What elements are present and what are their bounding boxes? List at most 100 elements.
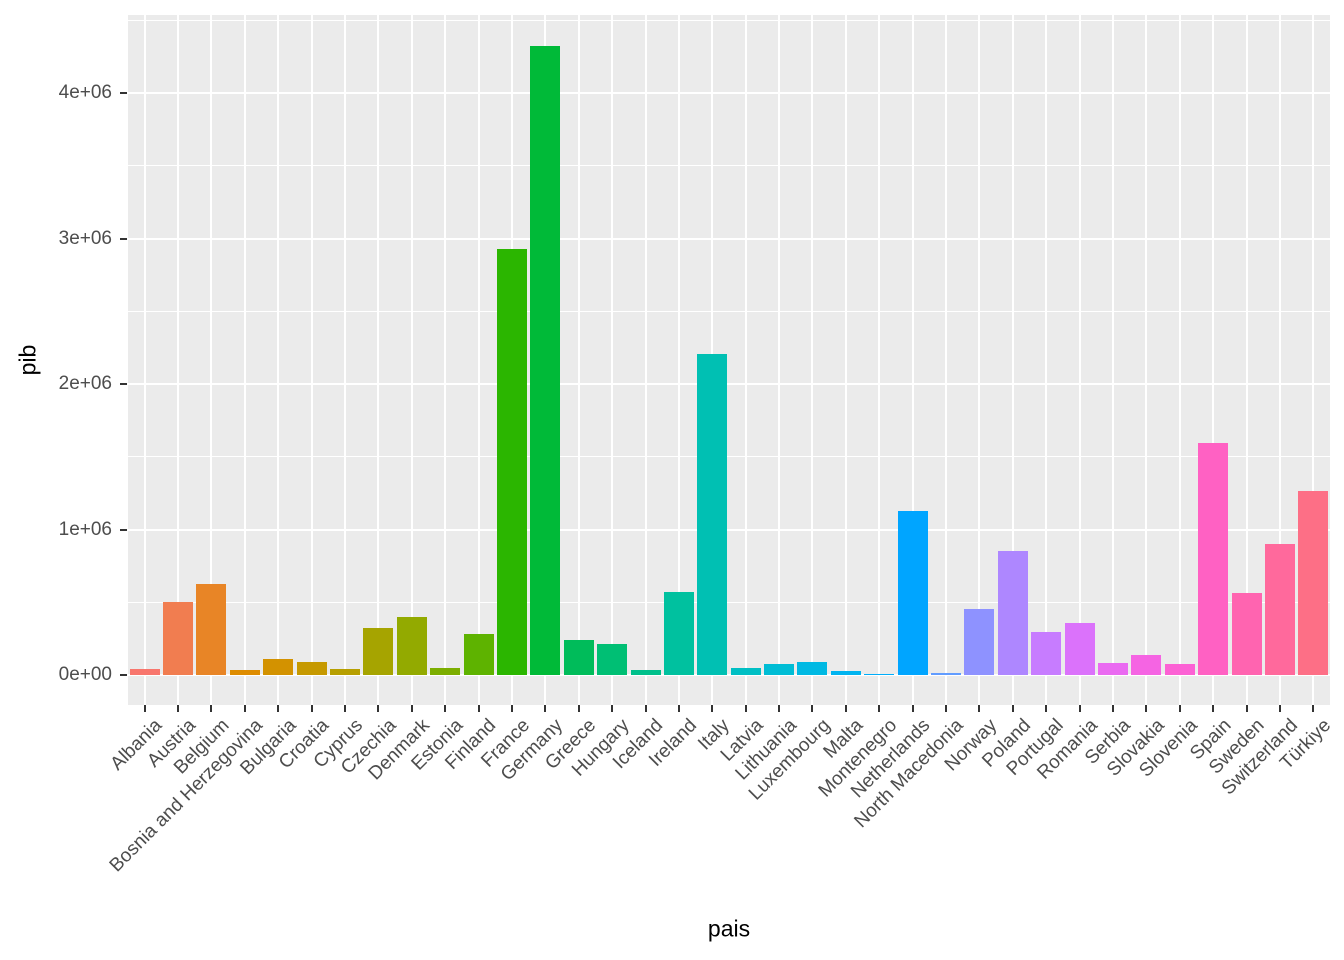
y-tick-mark xyxy=(120,383,127,385)
plot-panel xyxy=(128,15,1330,705)
gridline-major-vertical xyxy=(477,15,480,705)
gridline-major-vertical xyxy=(677,15,680,705)
bar-germany xyxy=(530,45,561,675)
gridline-major-vertical xyxy=(410,15,413,705)
x-tick-mark xyxy=(1078,705,1081,712)
bar-cyprus xyxy=(330,669,361,675)
x-tick-mark xyxy=(344,705,347,712)
x-tick-mark xyxy=(177,705,180,712)
bar-hungary xyxy=(597,644,628,675)
bar-luxembourg xyxy=(797,662,828,675)
gridline-major-vertical xyxy=(1178,15,1181,705)
y-tick-mark xyxy=(120,92,127,94)
x-tick-mark xyxy=(577,705,580,712)
gridline-major-vertical xyxy=(243,15,246,705)
x-tick-mark xyxy=(1245,705,1248,712)
bar-italy xyxy=(697,354,728,675)
gridline-major-vertical xyxy=(778,15,781,705)
x-tick-mark xyxy=(1178,705,1181,712)
bar-switzerland xyxy=(1264,543,1295,675)
x-tick-mark xyxy=(844,705,847,712)
gridline-major-vertical xyxy=(1045,15,1048,705)
bar-croatia xyxy=(296,661,327,675)
x-tick-mark xyxy=(945,705,948,712)
bar-ireland xyxy=(663,591,694,675)
gridline-major-vertical xyxy=(1011,15,1014,705)
y-axis-title: pib xyxy=(14,344,41,376)
bar-slovakia xyxy=(1131,655,1162,675)
bar-finland xyxy=(463,633,494,675)
bar-poland xyxy=(997,551,1028,675)
y-tick-label-0e+00: 0e+00 xyxy=(58,664,112,685)
gridline-major-vertical xyxy=(1145,15,1148,705)
gridline-minor-horizontal xyxy=(128,310,1330,312)
gridline-major-vertical xyxy=(1078,15,1081,705)
gridline-major-vertical xyxy=(644,15,647,705)
x-tick-mark xyxy=(277,705,280,712)
gridline-major-vertical xyxy=(1312,15,1315,705)
y-tick-label-3e+06: 3e+06 xyxy=(58,227,112,249)
x-tick-mark xyxy=(611,705,614,712)
bar-lithuania xyxy=(764,663,795,675)
x-tick-mark xyxy=(444,705,447,712)
y-tick-label-2e+06: 2e+06 xyxy=(58,373,112,394)
gridline-major-vertical xyxy=(811,15,814,705)
bar-bulgaria xyxy=(263,658,294,675)
x-tick-mark xyxy=(544,705,547,712)
y-tick-label-1e+06: 1e+06 xyxy=(58,518,112,540)
bar-belgium xyxy=(196,583,227,675)
x-tick-mark xyxy=(744,705,747,712)
x-tick-mark xyxy=(911,705,914,712)
gridline-major-horizontal xyxy=(128,237,1330,240)
x-tick-mark xyxy=(143,705,146,712)
x-tick-mark xyxy=(677,705,680,712)
gridline-minor-horizontal xyxy=(128,456,1330,458)
x-axis-title: pais xyxy=(707,915,751,942)
gridline-major-vertical xyxy=(444,15,447,705)
gridline-major-vertical xyxy=(878,15,881,705)
gridline-major-horizontal xyxy=(128,383,1330,385)
gridline-major-vertical xyxy=(1111,15,1114,705)
bar-slovenia xyxy=(1164,664,1195,675)
x-tick-mark xyxy=(377,705,380,712)
x-tick-mark xyxy=(1145,705,1148,712)
x-tick-mark xyxy=(811,705,814,712)
gridline-major-vertical xyxy=(744,15,747,705)
gridline-major-vertical xyxy=(310,15,313,705)
gridline-major-vertical xyxy=(911,15,914,705)
bar-austria xyxy=(163,602,194,675)
gridline-major-vertical xyxy=(210,15,213,705)
x-tick-mark xyxy=(878,705,881,712)
bar-netherlands xyxy=(897,511,928,675)
gridline-major-vertical xyxy=(377,15,380,705)
bar-portugal xyxy=(1031,631,1062,675)
y-tick-mark xyxy=(120,674,127,676)
bar-albania xyxy=(129,669,160,675)
gridline-major-vertical xyxy=(844,15,847,705)
bar-czechia xyxy=(363,628,394,675)
x-tick-mark xyxy=(410,705,413,712)
x-tick-mark xyxy=(310,705,313,712)
bar-estonia xyxy=(430,668,461,675)
y-tick-mark xyxy=(120,237,127,240)
y-tick-mark xyxy=(120,528,127,531)
x-tick-mark xyxy=(1278,705,1281,712)
bar-montenegro xyxy=(864,673,895,675)
gridline-minor-horizontal xyxy=(128,601,1330,603)
bar-türkiye xyxy=(1298,491,1329,675)
gridline-minor-horizontal xyxy=(128,19,1330,21)
x-tick-mark xyxy=(210,705,213,712)
bar-latvia xyxy=(730,668,761,675)
bar-sweden xyxy=(1231,592,1262,675)
y-tick-label-4e+06: 4e+06 xyxy=(58,82,112,103)
gridline-major-vertical xyxy=(978,15,981,705)
x-tick-mark xyxy=(644,705,647,712)
x-tick-mark xyxy=(1111,705,1114,712)
bar-romania xyxy=(1064,622,1095,675)
x-tick-mark xyxy=(1312,705,1315,712)
bar-malta xyxy=(830,671,861,675)
bar-france xyxy=(496,249,527,675)
x-tick-mark xyxy=(778,705,781,712)
bar-north-macedonia xyxy=(931,672,962,675)
